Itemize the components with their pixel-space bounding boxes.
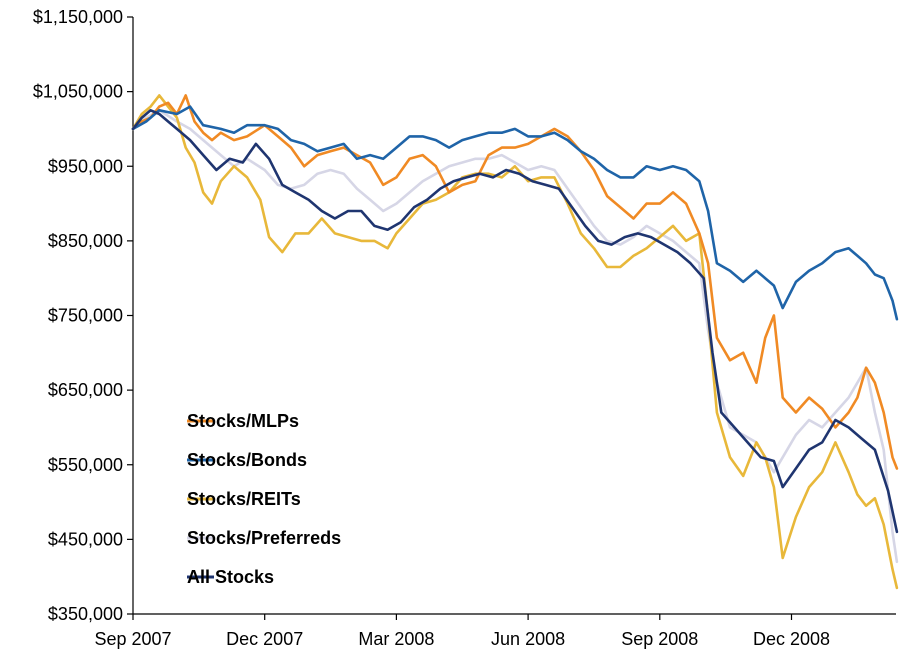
x-tick-label: Sep 2007 bbox=[94, 629, 171, 649]
y-tick-label: $1,150,000 bbox=[33, 7, 123, 27]
legend-label-stocks-bonds: Stocks/Bonds bbox=[187, 450, 307, 470]
y-tick-label: $450,000 bbox=[48, 529, 123, 549]
legend-label-all-stocks: All Stocks bbox=[187, 567, 274, 587]
legend-label-stocks-preferreds: Stocks/Preferreds bbox=[187, 528, 341, 548]
y-tick-label: $950,000 bbox=[48, 156, 123, 176]
y-tick-label: $1,050,000 bbox=[33, 82, 123, 102]
y-tick-label: $650,000 bbox=[48, 380, 123, 400]
series-line-stocks-mlps bbox=[131, 94, 899, 470]
x-tick-label: Dec 2008 bbox=[753, 629, 830, 649]
series-layer bbox=[131, 94, 899, 590]
series-line-stocks-reits bbox=[131, 94, 899, 590]
legend-label-stocks-reits: Stocks/REITs bbox=[187, 489, 301, 509]
legend: Stocks/MLPs Stocks/Bonds Stocks/REITs Stock… bbox=[187, 411, 341, 587]
x-tick-label: Jun 2008 bbox=[491, 629, 565, 649]
legend-label-stocks-mlps: Stocks/MLPs bbox=[187, 411, 299, 431]
y-tick-label: $850,000 bbox=[48, 231, 123, 251]
x-tick-label: Mar 2008 bbox=[358, 629, 434, 649]
y-tick-label: $550,000 bbox=[48, 455, 123, 475]
y-tick-label: $350,000 bbox=[48, 604, 123, 624]
y-tick-label: $750,000 bbox=[48, 306, 123, 326]
x-tick-label: Sep 2008 bbox=[621, 629, 698, 649]
x-tick-label: Dec 2007 bbox=[226, 629, 303, 649]
series-line-stocks-preferreds bbox=[131, 109, 899, 564]
series-line-stocks-bonds bbox=[131, 105, 899, 321]
axes: $1,150,000 $1,050,000 $950,000 $850,000 $750… bbox=[33, 7, 896, 649]
series-line-all-stocks bbox=[131, 109, 899, 534]
